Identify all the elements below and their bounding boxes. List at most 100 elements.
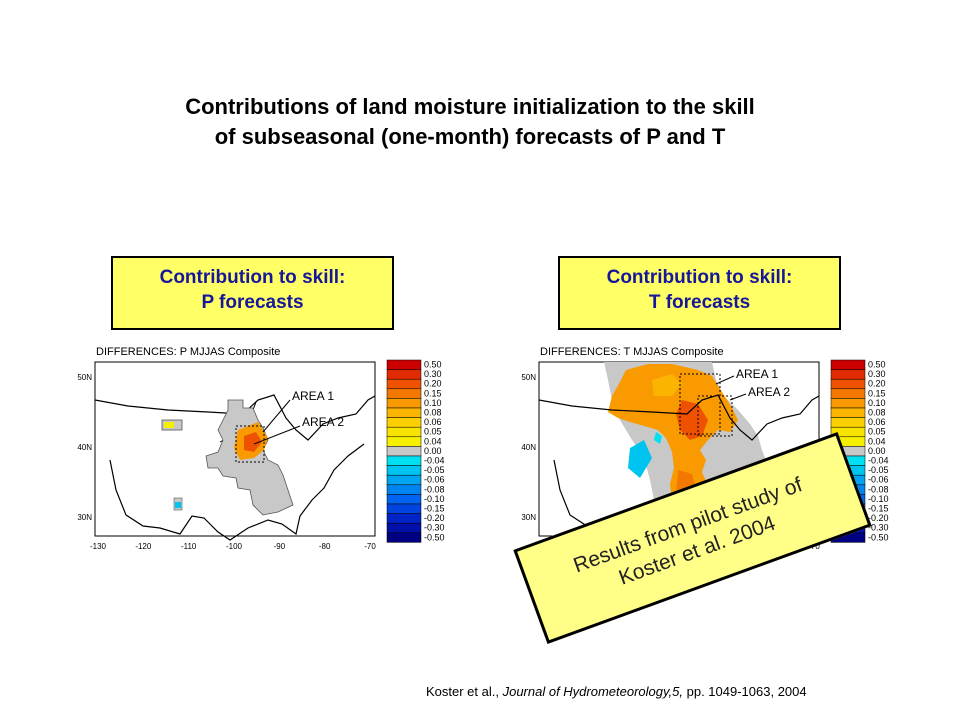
t-colorbar-swatch xyxy=(830,359,866,370)
slide-title-line1: Contributions of land moisture initializ… xyxy=(185,94,755,119)
p-colorbar-swatch xyxy=(386,446,422,457)
p-lat-label: 40N xyxy=(77,443,92,452)
p-box-line2: P forecasts xyxy=(201,292,304,313)
p-colorbar-swatch xyxy=(386,513,422,524)
p-lon-label: -120 xyxy=(135,542,152,551)
t-area2-pointer xyxy=(729,393,747,401)
t-colorbar-swatch xyxy=(830,407,866,418)
p-colorbar-label: -0.08 xyxy=(424,484,445,494)
p-forecast-label-box: Contribution to skill: P forecasts xyxy=(111,256,394,330)
p-map-border xyxy=(94,394,376,441)
p-lat-label: 30N xyxy=(77,513,92,522)
t-area1-label: AREA 1 xyxy=(736,367,778,381)
t-colorbar-label: 0.06 xyxy=(868,417,886,427)
t-colorbar-label: -0.50 xyxy=(868,532,889,542)
t-yellow-patch xyxy=(652,374,682,396)
p-colorbar-label: 0.20 xyxy=(424,379,442,389)
p-colorbar-swatch xyxy=(386,407,422,418)
t-colorbar-swatch xyxy=(830,378,866,390)
t-colorbar-label: -0.06 xyxy=(868,475,889,485)
t-colorbar-swatch xyxy=(830,417,866,428)
t-colorbar-label: -0.08 xyxy=(868,484,889,494)
p-map-header: DIFFERENCES: P MJJAS Composite xyxy=(96,346,280,358)
p-difference-map: DIFFERENCES: P MJJAS Composite AREA 1 AR… xyxy=(68,340,463,555)
t-area1-box xyxy=(679,373,721,435)
p-colorbar-swatch xyxy=(386,369,422,380)
p-colorbar-label: 0.15 xyxy=(424,388,442,398)
t-map-header: DIFFERENCES: T MJJAS Composite xyxy=(540,346,724,358)
p-colorbar-swatch xyxy=(386,494,422,505)
p-colorbar-swatch xyxy=(386,484,422,495)
t-colorbar-swatch xyxy=(830,369,866,380)
p-lon-label: -80 xyxy=(319,542,331,551)
p-area2-pointer xyxy=(253,425,301,445)
p-cyan-patch xyxy=(175,502,181,508)
t-colorbar-swatch xyxy=(830,398,866,409)
t-box-line1: Contribution to skill: xyxy=(606,267,793,288)
t-lat-axis: 50N 40N 30N xyxy=(521,373,536,522)
t-colorbar-label: 0.05 xyxy=(868,427,886,437)
p-colorbar: 0.500.300.200.150.100.080.060.050.040.00… xyxy=(386,359,445,543)
citation-rest: pp. 1049-1063, 2004 xyxy=(683,684,807,699)
t-forecast-label-box: Contribution to skill: T forecasts xyxy=(558,256,841,330)
p-colorbar-label: 0.30 xyxy=(424,369,442,379)
p-colorbar-label: 0.04 xyxy=(424,436,442,446)
t-area2-box xyxy=(697,395,733,437)
p-lon-label: -70 xyxy=(364,542,376,551)
t-lat-label: 30N xyxy=(521,513,536,522)
t-colorbar-label: 0.30 xyxy=(868,369,886,379)
p-colorbar-label: -0.15 xyxy=(424,504,445,514)
t-lat-label: 50N xyxy=(521,373,536,382)
p-colorbar-label: -0.06 xyxy=(424,475,445,485)
t-colorbar-swatch xyxy=(830,388,866,399)
p-area2-box xyxy=(235,425,265,463)
p-area1-label: AREA 1 xyxy=(292,389,334,403)
t-cyan-patch xyxy=(628,440,652,478)
p-area2-label: AREA 2 xyxy=(302,415,344,429)
t-colorbar-label: -0.15 xyxy=(868,504,889,514)
p-lat-axis: 50N 40N 30N xyxy=(77,373,92,522)
citation: Koster et al., Journal of Hydrometeorolo… xyxy=(426,684,807,699)
p-lon-label: -110 xyxy=(181,542,197,551)
p-colorbar-label: -0.30 xyxy=(424,523,445,533)
t-area2-label: AREA 2 xyxy=(748,385,790,399)
p-colorbar-label: 0.50 xyxy=(424,360,442,370)
p-lon-label: -90 xyxy=(274,542,286,551)
p-colorbar-swatch xyxy=(386,503,422,514)
p-colorbar-swatch xyxy=(386,465,422,476)
p-colorbar-label: -0.10 xyxy=(424,494,445,504)
t-colorbar-label: 0.15 xyxy=(868,388,886,398)
t-colorbar-label: 0.00 xyxy=(868,446,886,456)
t-lat-label: 40N xyxy=(521,443,536,452)
t-colorbar-label: -0.04 xyxy=(868,456,889,466)
p-red-core xyxy=(244,432,262,452)
p-colorbar-label: 0.06 xyxy=(424,417,442,427)
p-colorbar-label: -0.50 xyxy=(424,532,445,542)
p-lon-label: -130 xyxy=(90,542,107,551)
p-box-line1: Contribution to skill: xyxy=(159,267,346,288)
p-colorbar-swatch xyxy=(386,455,422,466)
t-colorbar-label: -0.05 xyxy=(868,465,889,475)
p-colorbar-label: 0.05 xyxy=(424,427,442,437)
p-colorbar-swatch xyxy=(386,417,422,428)
t-colorbar-label: 0.50 xyxy=(868,360,886,370)
t-box-line2: T forecasts xyxy=(648,292,751,313)
p-colorbar-swatch xyxy=(386,426,422,438)
t-colorbar-label: -0.10 xyxy=(868,494,889,504)
p-colorbar-swatch xyxy=(386,388,422,399)
p-colorbar-label: 0.00 xyxy=(424,446,442,456)
p-colorbar-label: -0.04 xyxy=(424,456,445,466)
p-colorbar-swatch xyxy=(386,474,422,486)
p-yellow-patch xyxy=(164,422,174,428)
p-colorbar-label: 0.08 xyxy=(424,408,442,418)
t-colorbar-label: -0.20 xyxy=(868,513,889,523)
t-red-core-1 xyxy=(676,400,708,440)
slide-title-line2: of subseasonal (one-month) forecasts of … xyxy=(214,124,726,149)
t-colorbar-label: 0.08 xyxy=(868,408,886,418)
p-colorbar-swatch xyxy=(386,359,422,370)
t-colorbar-label: 0.10 xyxy=(868,398,886,408)
t-colorbar-label: 0.04 xyxy=(868,436,886,446)
p-colorbar-swatch xyxy=(386,532,422,543)
p-colorbar-swatch xyxy=(386,378,422,390)
t-cyan-small xyxy=(654,432,662,444)
